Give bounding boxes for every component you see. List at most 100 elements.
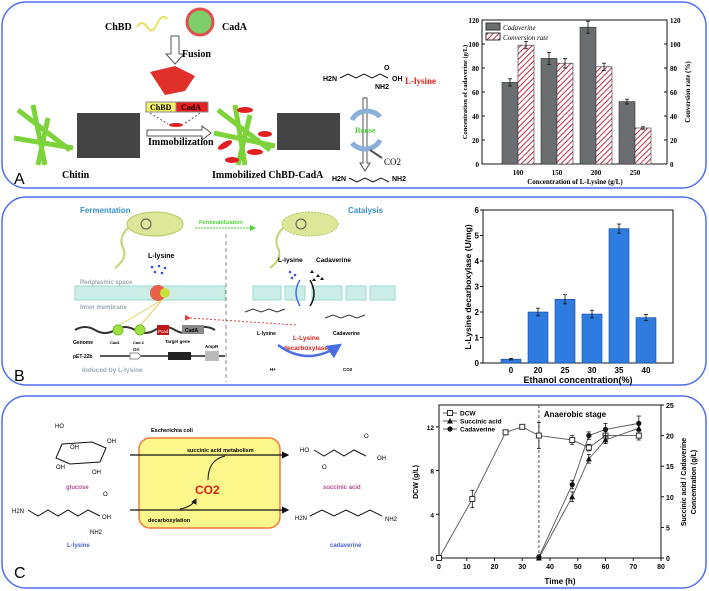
svg-text:HO: HO — [300, 448, 309, 454]
membrane-segment — [345, 285, 367, 301]
enzyme-icon — [169, 123, 183, 127]
lysine-label: L-lysine — [67, 543, 90, 549]
permeabilization-label: Permeabilization — [199, 220, 243, 226]
y2-tick-label: 80 — [670, 65, 678, 73]
legend-marker-succinic-acid — [447, 418, 453, 424]
y-tick-label: 12 — [427, 425, 435, 432]
panel-b-letter: B — [14, 368, 25, 385]
enzyme-label-line2: decarboxylase — [283, 345, 329, 352]
bacterium-icon — [114, 211, 184, 269]
activity-bar — [608, 228, 630, 364]
genome-label: Genome — [73, 340, 93, 346]
y2-tick-label: 5 — [666, 525, 670, 532]
x-tick-label: 60 — [602, 564, 610, 571]
lysine-structure-icon — [244, 308, 286, 313]
y-tick-label: 3 — [475, 283, 480, 292]
cadaverine-conversion-chart: 0 0 20 20 40 40 60 60 80 80 100 100 120 120 100 150 200 2… — [462, 17, 692, 186]
struct-lysine-label: L-lysine — [257, 331, 276, 337]
svg-text:H2N: H2N — [295, 516, 307, 522]
svg-text:NH2: NH2 — [375, 84, 389, 91]
membrane-segment — [284, 285, 306, 301]
target-gene-box — [168, 352, 191, 360]
dcw-point — [436, 555, 442, 561]
cada-box — [175, 101, 209, 113]
fusion-protein-icon — [150, 66, 195, 95]
panel-a-letter: A — [14, 171, 25, 188]
ecoli-label: Escherichia coli — [151, 428, 193, 434]
cadaverine-bar — [618, 101, 636, 165]
lysine-structure-icon: H2N NH2 O OH — [323, 65, 403, 91]
membrane-segment — [369, 285, 396, 301]
x-tick-label: 0 — [437, 564, 441, 571]
co2-label: CO2 — [384, 157, 401, 167]
x-tick-label: 50 — [574, 564, 582, 571]
x-tick-label: 20 — [534, 366, 543, 375]
fermentation-title: Fermentation — [80, 206, 131, 215]
y-tick-label: 8 — [430, 469, 434, 476]
succinic-acid-point — [569, 493, 576, 500]
immobilized-fibers-icon — [213, 104, 276, 166]
y2-tick-label: 100 — [670, 41, 681, 49]
svg-text:O: O — [384, 65, 390, 72]
succinic-acid-point — [602, 436, 609, 443]
y2-tick-label: 20 — [666, 434, 674, 441]
target-gene-label: Target gene — [165, 339, 191, 344]
y-tick-label: 5 — [475, 232, 480, 241]
conversion-rate-bar — [556, 62, 574, 165]
enzyme-label-line1: L-Lysine — [293, 335, 320, 342]
y-tick-label: 4 — [430, 512, 434, 519]
panel-c-letter: C — [14, 565, 26, 582]
glucose-label: glucose — [66, 485, 89, 491]
svg-text:OH: OH — [92, 470, 101, 476]
reuse-label: Reuse — [355, 126, 376, 135]
y2-tick-label: 120 — [670, 17, 681, 25]
y-tick-label: 100 — [469, 41, 480, 49]
x-tick-label: 80 — [657, 564, 665, 571]
y2-tick-label: 0 — [666, 556, 670, 563]
y-tick-label: 40 — [472, 113, 480, 121]
x-tick-label: 20 — [491, 564, 499, 571]
dcw-point — [569, 436, 576, 443]
x-axis-label: Time (h) — [545, 577, 576, 586]
y2-axis-label-line2: Concentration (g/L) — [691, 450, 698, 515]
svg-text:O: O — [322, 465, 327, 471]
panel-a-diagram: ChBD CadA Fusion ChBD CadA Immobilizatio… — [13, 7, 436, 188]
cadaverine-bar — [540, 58, 558, 165]
ampr-box — [205, 351, 219, 361]
cadaverine-point — [586, 433, 592, 439]
svg-text:H2N: H2N — [323, 76, 337, 83]
enzyme-reaction-arrow — [277, 343, 343, 359]
reuse-cycle-icon — [349, 108, 382, 122]
y2-tick-label: 60 — [670, 89, 678, 97]
conversion-rate-bar — [517, 44, 535, 165]
ori-icon — [129, 352, 142, 360]
svg-text:H2N: H2N — [12, 509, 24, 515]
y-tick-label: 120 — [469, 17, 480, 25]
x-tick-label: 40 — [642, 366, 651, 375]
permeabilized-bacterium-icon — [269, 211, 339, 269]
y-tick-label: 0 — [430, 556, 434, 563]
membrane-segment — [252, 285, 282, 301]
legend-swatch-cadaverine — [485, 22, 501, 31]
y-tick-label: 0 — [476, 161, 480, 169]
succinic-metabolism-label: succinic acid metabolism — [187, 448, 254, 454]
y-axis-label: L-Lysine decarboxylase (U/mg) — [463, 224, 473, 350]
y-tick-label: 0 — [475, 359, 480, 368]
co2-label: CO2 — [195, 483, 220, 497]
chitin-label: Chitin — [62, 170, 90, 181]
cada-label: CadA — [222, 22, 248, 33]
panel-c-diagram: HO OH OH OH OH glucose H2N OH O NH2 L-ly… — [12, 424, 398, 582]
succinic-acid-point — [585, 455, 592, 462]
svg-text:O: O — [103, 492, 108, 498]
cad1-label: Cad1 — [110, 340, 121, 345]
cadaverine-structure-icon — [324, 314, 366, 319]
legend-label-cadaverine: Cadaverine — [503, 24, 536, 32]
cadaverine-label: cadaverine — [330, 543, 362, 549]
panel-a-border — [1, 1, 707, 189]
y-tick-label: 20 — [472, 137, 480, 145]
immobilization-arrow-icon — [146, 124, 212, 142]
ori-label: Ori — [133, 347, 140, 352]
box-cada-label: CadA — [181, 103, 201, 112]
periplasmic-label: Periplasmic space — [80, 280, 133, 286]
